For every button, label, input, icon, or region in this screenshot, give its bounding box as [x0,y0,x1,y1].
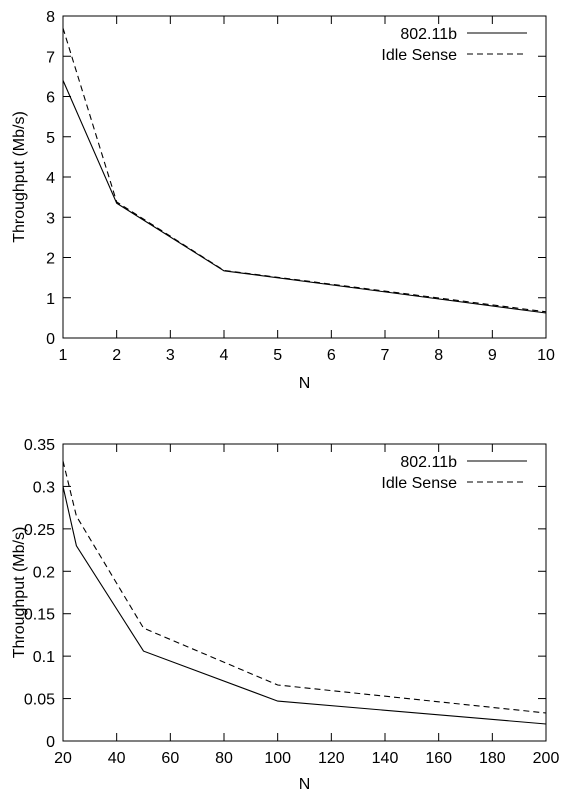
chart-bottom-legend-label: 802.11b [400,454,457,471]
chart-top-y-tick-label: 7 [46,49,55,66]
chart-bottom-y-ticks: 0 0.05 0.1 0.15 0.2 0.25 0.3 0.35 [24,437,546,751]
chart-bottom-y-tick-label: 0.15 [24,607,55,624]
chart-top-y-axis-title: Throughput (Mb/s) [11,111,28,243]
chart-bottom-x-tick-label: 40 [108,750,126,767]
chart-bottom-y-tick-label: 0.2 [33,564,55,581]
chart-top-legend: 802.11b Idle Sense [381,26,527,64]
chart-top-y-tick-label: 3 [46,210,55,227]
chart-top-y-tick-label: 4 [46,170,55,187]
chart-top-y-ticks: 0 1 2 3 4 5 6 7 8 [46,9,546,348]
chart-bottom-x-tick-label: 140 [372,750,399,767]
chart-bottom-svg: 20 40 60 80 100 120 140 160 180 200 0 0.05 0.1 0.15 0.… [11,437,559,793]
chart-bottom-y-tick-label: 0.25 [24,522,55,539]
chart-top-x-tick-label: 1 [59,347,68,364]
chart-bottom-x-tick-label: 200 [533,750,560,767]
chart-top-x-tick-label: 9 [488,347,497,364]
chart-top-legend-label: Idle Sense [381,47,457,64]
chart-bottom-y-tick-label: 0.05 [24,692,55,709]
chart-top-y-tick-label: 6 [46,90,55,107]
chart-top-series-idle-sense-line [62,27,547,313]
chart-top-y-tick-label: 5 [46,130,55,147]
chart-top-x-tick-label: 4 [220,347,229,364]
chart-top-x-tick-label: 6 [327,347,336,364]
chart-top-y-tick-label: 1 [46,291,55,308]
chart-top-x-ticks: 1 2 3 4 5 6 7 8 9 10 [59,16,555,364]
chart-top: 1 2 3 4 5 6 7 8 9 10 0 1 2 3 4 5 6 7 8 N Throughput (Mb/s) 80… [11,9,555,392]
chart-top-x-tick-label: 3 [166,347,175,364]
chart-top-y-tick-label: 2 [46,251,55,268]
chart-bottom-x-tick-label: 60 [161,750,179,767]
chart-top-legend-label: 802.11b [400,26,457,43]
chart-bottom: 20 40 60 80 100 120 140 160 180 200 0 0.05 0.1 0.15 0.… [0,397,569,795]
chart-top-series-80211b-line [62,80,547,314]
chart-bottom-y-tick-label: 0.35 [24,437,55,454]
chart-top-x-tick-label: 2 [112,347,121,364]
chart-top-y-tick-label: 0 [46,331,55,348]
chart-bottom-x-tick-label: 80 [215,750,233,767]
chart-bottom-y-tick-label: 0.1 [33,649,55,666]
chart-top-x-axis-title: N [299,375,311,392]
chart-bottom-y-tick-label: 0 [46,734,55,751]
chart-bottom-x-tick-label: 160 [425,750,452,767]
chart-bottom-y-axis-title: Throughput (Mb/s) [11,527,28,659]
chart-top-x-tick-label: 5 [273,347,282,364]
chart-bottom-x-axis-title: N [299,776,311,793]
chart-top-x-tick-label: 8 [434,347,443,364]
chart-bottom-x-tick-label: 120 [318,750,345,767]
chart-bottom-x-tick-label: 20 [54,750,72,767]
chart-bottom-x-tick-label: 100 [264,750,291,767]
chart-bottom-legend: 802.11b Idle Sense [381,454,527,492]
chart-bottom-legend-label: Idle Sense [381,475,457,492]
chart-bottom-y-tick-label: 0.3 [33,479,55,496]
chart-bottom-x-ticks: 20 40 60 80 100 120 140 160 180 200 [54,444,559,767]
chart-bottom-series-80211b-line [62,486,547,725]
chart-top-x-tick-label: 7 [381,347,390,364]
chart-top-y-tick-label: 8 [46,9,55,26]
chart-bottom-plot-frame [62,443,547,742]
chart-bottom-series-idle-sense-line [62,460,547,714]
chart-top-x-tick-label: 10 [537,347,555,364]
chart-bottom-x-tick-label: 180 [479,750,506,767]
chart-top-plot-frame [62,15,547,339]
